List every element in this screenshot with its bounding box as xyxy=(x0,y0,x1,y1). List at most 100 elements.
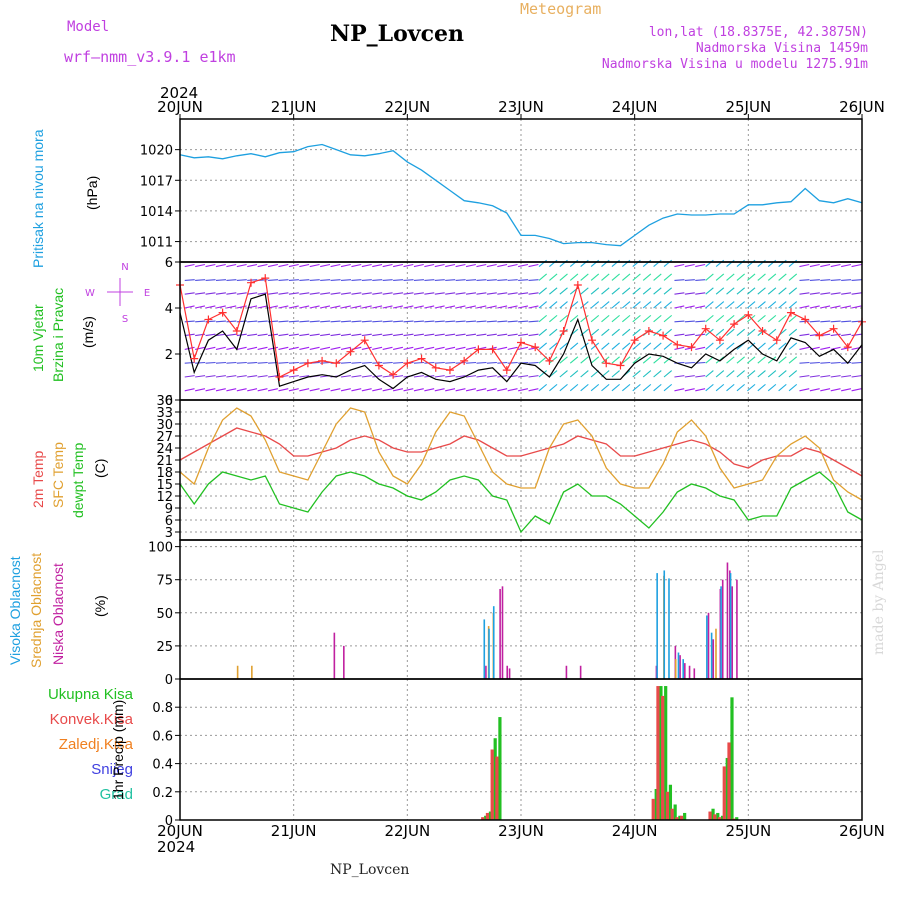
wind-gust-marker xyxy=(488,345,497,354)
wind-vector xyxy=(820,375,831,378)
wind-vector xyxy=(403,320,414,323)
precip-total-bar xyxy=(493,738,497,820)
precip-conv-bar xyxy=(722,766,726,820)
y-tick-label: 36 xyxy=(156,394,173,409)
wind-vector xyxy=(830,388,841,392)
wind-vector xyxy=(497,292,508,295)
wind-vector xyxy=(288,305,299,309)
wind-vector xyxy=(684,292,695,295)
dewpt-temp-line xyxy=(179,471,863,534)
wind-vector xyxy=(559,259,568,268)
wind-vector xyxy=(288,263,299,268)
wind-vector xyxy=(736,273,745,281)
wind-vector xyxy=(268,292,279,295)
wind-gust-marker xyxy=(303,359,312,368)
wind-vector xyxy=(465,388,476,392)
wind-vector xyxy=(653,301,662,309)
y-tick-label: 50 xyxy=(156,607,173,622)
wind-vector xyxy=(569,259,579,268)
wind-vector xyxy=(278,333,289,337)
wind-gust-marker xyxy=(715,336,724,345)
wind-vector xyxy=(340,333,352,337)
wind-vector xyxy=(788,328,798,337)
wind-vector xyxy=(653,383,662,392)
sfc-temp-line xyxy=(179,407,863,501)
wind-vector xyxy=(767,356,777,364)
wind-vector xyxy=(226,292,237,295)
precip-total-bar xyxy=(720,815,725,820)
wind-vector xyxy=(726,273,735,281)
y-tick-label: 1020 xyxy=(140,144,173,159)
wind-vector xyxy=(841,320,852,323)
wind-vector xyxy=(569,314,579,323)
wind-vector xyxy=(403,279,414,281)
cloud-low-bar xyxy=(688,665,691,679)
wind-vector xyxy=(590,314,600,323)
cloud-low-bar xyxy=(506,665,509,679)
wind-vector xyxy=(434,375,445,378)
wind-vector xyxy=(820,279,831,281)
wind-vector xyxy=(465,263,476,268)
wind-vector xyxy=(445,292,456,295)
wind-vector xyxy=(695,292,706,295)
wind-vector xyxy=(695,263,706,268)
wind-vector xyxy=(621,383,631,392)
wind-vector xyxy=(455,388,466,392)
precip-conv-bar xyxy=(717,817,722,820)
wind-vector xyxy=(205,305,216,309)
wind-vector xyxy=(663,383,673,392)
compass-direction-label: W xyxy=(85,288,95,299)
wind-gust-marker xyxy=(687,343,696,352)
wind-gust-marker xyxy=(289,366,298,375)
wind-vector xyxy=(715,342,725,350)
wind-vector xyxy=(569,356,579,364)
wind-vector xyxy=(601,287,610,295)
wind-vector xyxy=(455,305,466,309)
wind-vector xyxy=(851,292,862,295)
cloud-low-bar xyxy=(565,665,568,679)
wind-vector xyxy=(778,370,787,378)
wind-vector xyxy=(413,346,424,350)
wind-vector xyxy=(434,346,445,350)
wind-vector xyxy=(268,361,279,364)
wind-vector xyxy=(684,263,695,268)
wind-vector xyxy=(455,292,466,295)
wind-vector xyxy=(851,333,862,337)
wind-vector xyxy=(330,279,341,281)
y-tick-label: 1017 xyxy=(140,174,173,189)
y-tick-label: 0 xyxy=(165,394,173,409)
wind-vector xyxy=(330,333,341,337)
wind-vector xyxy=(413,375,424,378)
precip-total-bar xyxy=(683,812,687,820)
precip-conv-bar xyxy=(656,686,660,820)
wind-vector xyxy=(736,287,745,295)
wind-vector xyxy=(559,356,568,364)
top-day-tick-label: 24JUN xyxy=(612,98,658,116)
wind-vector xyxy=(257,263,268,268)
wind-vector xyxy=(559,314,568,323)
wind-vector xyxy=(434,292,445,295)
precip-total-bar xyxy=(659,686,663,820)
wind-vector xyxy=(195,279,206,281)
wind-vector xyxy=(340,388,351,392)
wind-vector xyxy=(851,375,862,378)
wind-vector xyxy=(663,370,673,378)
wind-vector xyxy=(195,320,206,323)
wind-vector xyxy=(767,301,777,309)
cloud-low-bar xyxy=(684,663,686,679)
cloud-high-bar xyxy=(663,570,666,679)
cloud-low-bar xyxy=(726,562,729,679)
cloud-high-bar xyxy=(483,619,486,679)
wind-vector xyxy=(841,279,852,281)
top-day-tick-label: 23JUN xyxy=(498,98,544,116)
wind-vector xyxy=(559,342,568,350)
wind-vector xyxy=(257,388,268,392)
wind-vector xyxy=(590,383,600,392)
y-tick-label: 3 xyxy=(165,526,173,541)
wind-vector xyxy=(403,388,414,392)
compass-direction-label: S xyxy=(122,314,128,325)
wind-vector xyxy=(393,333,404,337)
wind-vector xyxy=(767,342,777,350)
wind-vector xyxy=(278,305,289,309)
wind-vector xyxy=(851,388,862,392)
